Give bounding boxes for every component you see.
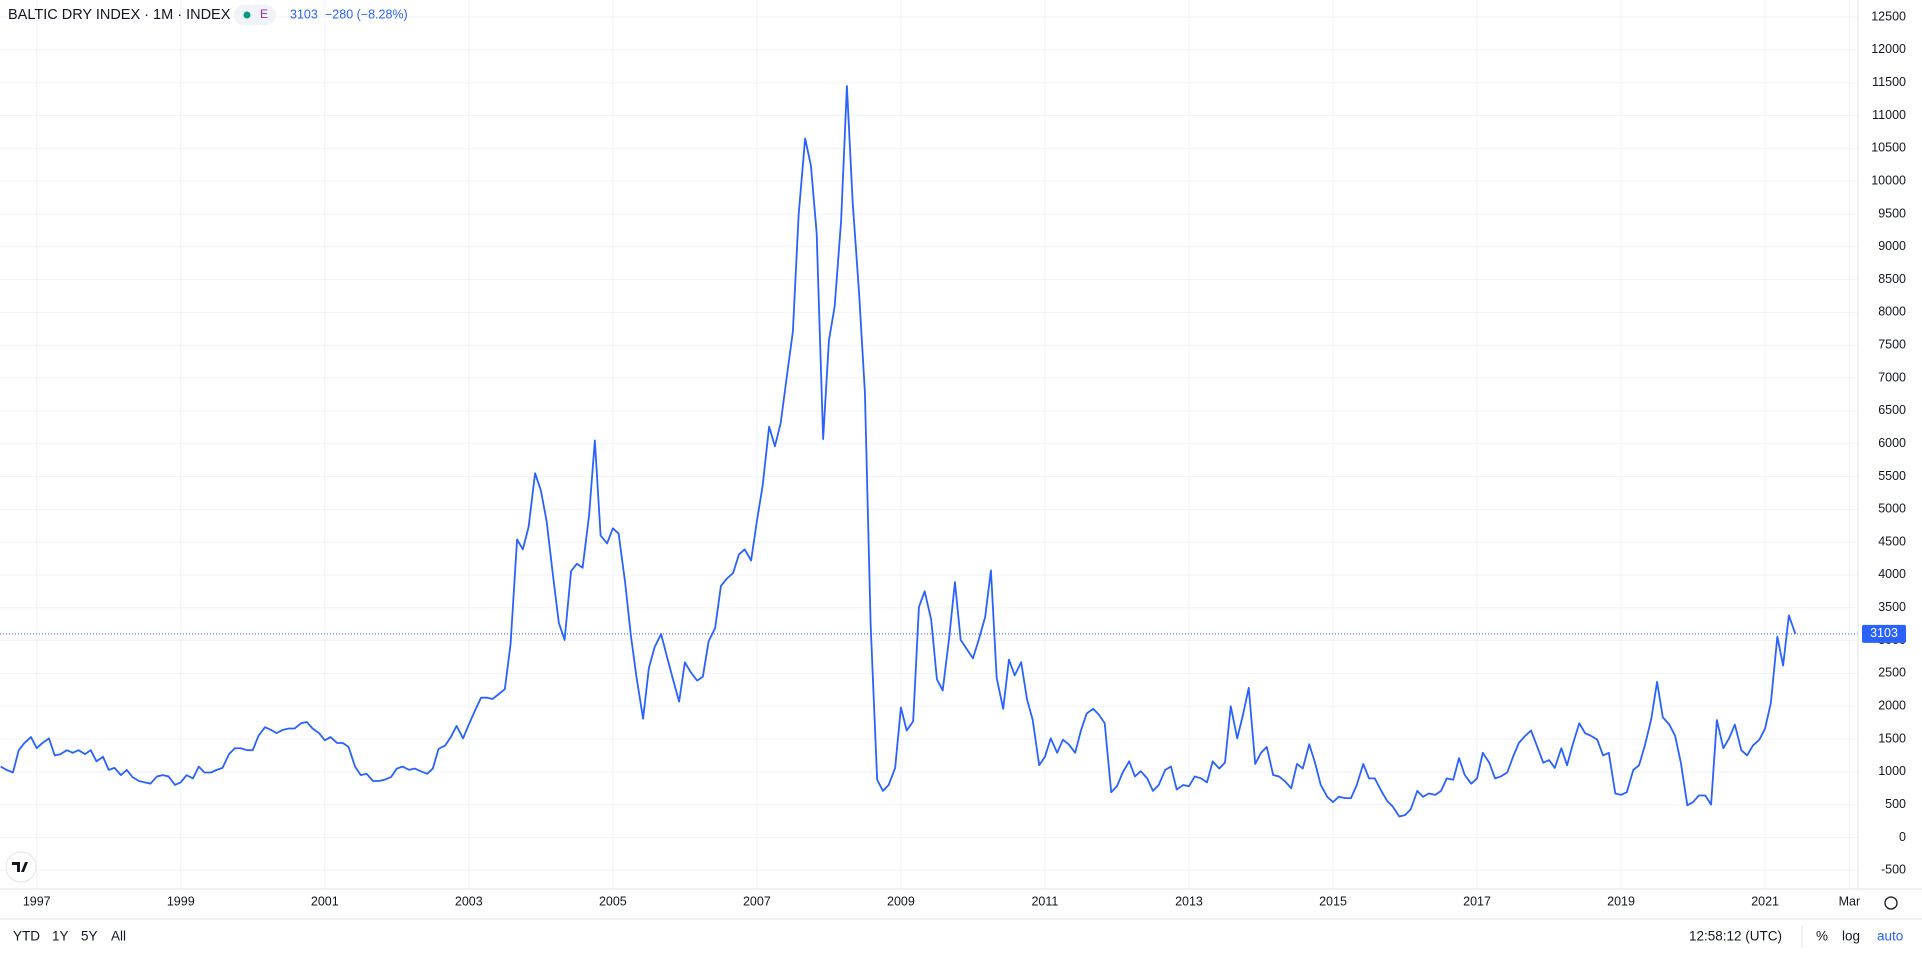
range-button[interactable]: 5Y	[81, 929, 98, 944]
scale-button[interactable]: %	[1816, 929, 1828, 944]
logo-bg	[5, 851, 37, 883]
x-tick-label: 2013	[1175, 894, 1203, 908]
y-tick-label: 2500	[1878, 666, 1906, 680]
logo[interactable]	[12, 862, 28, 872]
y-tick-label: 4500	[1878, 534, 1906, 548]
x-tick-label: 2003	[455, 894, 483, 908]
y-tick-label: 1000	[1878, 764, 1906, 778]
y-tick-label: 3500	[1878, 600, 1906, 614]
scale-button[interactable]: log	[1842, 929, 1860, 944]
price-line	[0, 85, 1797, 818]
x-tick-label: 1999	[167, 894, 195, 908]
y-tick-label: 9000	[1878, 239, 1906, 253]
y-tick-label: -500	[1881, 863, 1906, 877]
x-tick-label: 2007	[743, 894, 771, 908]
clock: 12:58:12 (UTC)	[1689, 929, 1782, 944]
y-tick-label: 6000	[1878, 436, 1906, 450]
status-dot	[243, 11, 251, 19]
chart-title: BALTIC DRY INDEX · 1M · INDEX	[8, 7, 231, 23]
exchange-badge: E	[260, 7, 268, 21]
price-change: −280 (−8.28%)	[325, 7, 408, 21]
y-tick-label: 1500	[1878, 731, 1906, 745]
x-tick-label: 2005	[599, 894, 627, 908]
x-tick-label: Mar	[1839, 894, 1861, 908]
y-tick-label: 5500	[1878, 469, 1906, 483]
y-tick-label: 6500	[1878, 403, 1906, 417]
x-tick-label: 2021	[1751, 894, 1779, 908]
y-tick-label: 5000	[1878, 502, 1906, 516]
x-tick-label: 2017	[1463, 894, 1491, 908]
y-tick-label: 7500	[1878, 338, 1906, 352]
range-button[interactable]: YTD	[13, 929, 40, 944]
y-tick-label: 12500	[1871, 9, 1906, 23]
x-tick-label: 2019	[1607, 894, 1635, 908]
last-price-tag-label: 3103	[1870, 626, 1898, 640]
last-price-tag	[1862, 624, 1906, 643]
y-tick-label: 11000	[1872, 108, 1906, 122]
y-tick-label: 10500	[1871, 141, 1906, 155]
y-tick-label: 7000	[1878, 370, 1906, 384]
last-price: 3103	[290, 7, 318, 21]
y-tick-label: 10000	[1871, 173, 1906, 187]
y-tick-label: 0	[1899, 830, 1906, 844]
scale-buttons: % log auto	[1816, 929, 1903, 944]
scale-button[interactable]: auto	[1877, 929, 1903, 944]
plot	[0, 85, 1858, 818]
range-button[interactable]: All	[111, 929, 126, 944]
y-tick-label: 11500	[1872, 75, 1906, 89]
y-tick-label: 12000	[1871, 42, 1906, 56]
x-tick-label: 1997	[23, 894, 51, 908]
x-tick-label: 2015	[1319, 894, 1347, 908]
y-tick-label: 2000	[1878, 699, 1906, 713]
x-tick-label: 2001	[311, 894, 339, 908]
y-tick-label: 8000	[1878, 305, 1906, 319]
y-tick-label: 500	[1885, 797, 1906, 811]
settings-icon[interactable]	[1884, 896, 1898, 910]
grid	[0, 0, 1858, 889]
y-tick-label: 9500	[1878, 206, 1906, 220]
x-tick-label: 2011	[1031, 894, 1058, 908]
y-tick-label: 8500	[1878, 272, 1906, 286]
badge-bg	[234, 5, 276, 25]
range-buttons: YTD 1Y 5Y All	[13, 929, 126, 944]
x-tick-label: 2009	[887, 894, 915, 908]
y-tick-label: 4000	[1878, 567, 1906, 581]
range-button[interactable]: 1Y	[52, 929, 69, 944]
